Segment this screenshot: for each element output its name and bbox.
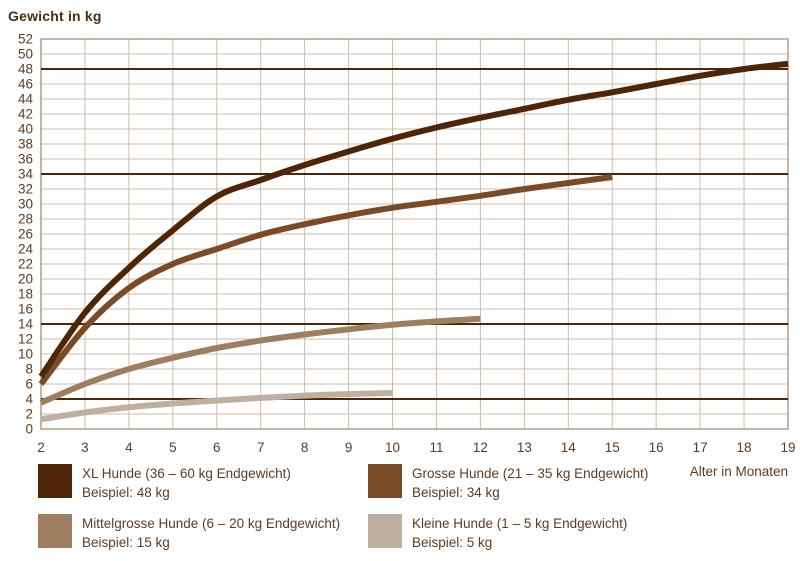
- y-tick-label: 10: [18, 347, 33, 362]
- legend-series-example: Beispiel: 5 kg: [412, 535, 493, 550]
- legend-swatch-kleine-hunde: [368, 514, 402, 548]
- legend-item-kleine-hunde: Kleine Hunde (1 – 5 kg Endgewicht) Beisp…: [368, 514, 627, 552]
- dog-growth-chart: 0246810121416182022242628303234363840424…: [18, 32, 796, 456]
- legend-series-example: Beispiel: 48 kg: [82, 485, 170, 500]
- growth-curve-xl: [38, 60, 789, 379]
- y-tick-label: 0: [25, 422, 33, 437]
- legend-series-example: Beispiel: 15 kg: [82, 535, 170, 550]
- x-tick-label: 17: [693, 440, 708, 455]
- y-tick-label: 24: [18, 242, 34, 257]
- x-tick-label: 4: [125, 440, 133, 455]
- growth-curve-mittelgrosse: [39, 315, 481, 406]
- y-tick-label: 38: [18, 137, 33, 152]
- y-tick-label: 36: [18, 152, 33, 167]
- y-tick-label: 46: [18, 77, 33, 92]
- y-tick-label: 20: [18, 272, 33, 287]
- y-tick-label: 14: [18, 317, 34, 332]
- y-tick-label: 34: [18, 167, 34, 182]
- y-tick-label: 6: [25, 377, 33, 392]
- legend-item-xl-hunde: XL Hunde (36 – 60 kg Endgewicht) Beispie…: [38, 464, 291, 502]
- y-tick-label: 48: [18, 62, 33, 77]
- legend-series-name: Mittelgrosse Hunde (6 – 20 kg Endgewicht…: [82, 516, 341, 531]
- x-tick-label: 16: [649, 440, 664, 455]
- x-tick-label: 2: [37, 440, 45, 455]
- legend-series-name: XL Hunde (36 – 60 kg Endgewicht): [82, 466, 291, 481]
- y-tick-label: 4: [25, 392, 33, 407]
- x-tick-label: 8: [301, 440, 309, 455]
- y-tick-label: 22: [18, 257, 33, 272]
- x-tick-label: 19: [780, 440, 795, 455]
- y-tick-label: 42: [18, 107, 33, 122]
- y-tick-label: 44: [18, 92, 34, 107]
- growth-curves: [38, 60, 789, 423]
- x-axis-title: Alter in Monaten: [689, 464, 788, 479]
- legend-item-grosse-hunde: Grosse Hunde (21 – 35 kg Endgewicht) Bei…: [368, 464, 648, 502]
- y-axis-tick-labels: 0246810121416182022242628303234363840424…: [18, 32, 34, 437]
- growth-curve-grosse: [38, 174, 613, 386]
- legend-swatch-grosse-hunde: [368, 464, 402, 498]
- x-axis-tick-labels: 2 3 4 5 6 7 8 9 10 11 12 13 14 15 16 17 18 19: [37, 440, 795, 455]
- legend-series-name: Kleine Hunde (1 – 5 kg Endgewicht): [412, 516, 628, 531]
- growth-curve-kleine: [40, 390, 393, 423]
- y-tick-label: 52: [18, 32, 33, 47]
- y-axis-title: Gewicht in kg: [8, 8, 102, 24]
- y-tick-label: 50: [18, 47, 33, 62]
- plot-border: [40, 38, 789, 430]
- legend-item-mittelgrosse-hunde: Mittelgrosse Hunde (6 – 20 kg Endgewicht…: [38, 514, 340, 552]
- x-tick-label: 6: [213, 440, 221, 455]
- legend-label-kleine-hunde: Kleine Hunde (1 – 5 kg Endgewicht) Beisp…: [412, 514, 627, 552]
- x-tick-label: 5: [169, 440, 177, 455]
- legend-swatch-mittelgrosse-hunde: [38, 514, 72, 548]
- y-tick-label: 16: [18, 302, 33, 317]
- x-tick-label: 13: [517, 440, 532, 455]
- x-tick-label: 14: [561, 440, 577, 455]
- x-tick-label: 11: [429, 440, 443, 455]
- y-tick-label: 8: [25, 362, 33, 377]
- legend-label-grosse-hunde: Grosse Hunde (21 – 35 kg Endgewicht) Bei…: [412, 464, 648, 502]
- legend-label-xl-hunde: XL Hunde (36 – 60 kg Endgewicht) Beispie…: [82, 464, 291, 502]
- y-tick-label: 12: [18, 332, 33, 347]
- x-tick-label: 9: [345, 440, 353, 455]
- x-tick-label: 18: [737, 440, 752, 455]
- y-tick-label: 2: [25, 407, 33, 422]
- y-tick-label: 40: [18, 122, 33, 137]
- legend-label-mittelgrosse-hunde: Mittelgrosse Hunde (6 – 20 kg Endgewicht…: [82, 514, 340, 552]
- x-tick-label: 10: [385, 440, 400, 455]
- x-tick-label: 7: [257, 440, 265, 455]
- x-tick-label: 3: [81, 440, 89, 455]
- x-tick-label: 15: [605, 440, 620, 455]
- legend-swatch-xl-hunde: [38, 464, 72, 498]
- y-tick-label: 32: [18, 182, 33, 197]
- y-tick-label: 28: [18, 212, 33, 227]
- y-tick-label: 30: [18, 197, 33, 212]
- y-tick-label: 18: [18, 287, 33, 302]
- legend-series-name: Grosse Hunde (21 – 35 kg Endgewicht): [412, 466, 649, 481]
- x-tick-label: 12: [473, 440, 488, 455]
- y-tick-label: 26: [18, 227, 33, 242]
- grid-lines: [40, 38, 789, 430]
- legend-series-example: Beispiel: 34 kg: [412, 485, 500, 500]
